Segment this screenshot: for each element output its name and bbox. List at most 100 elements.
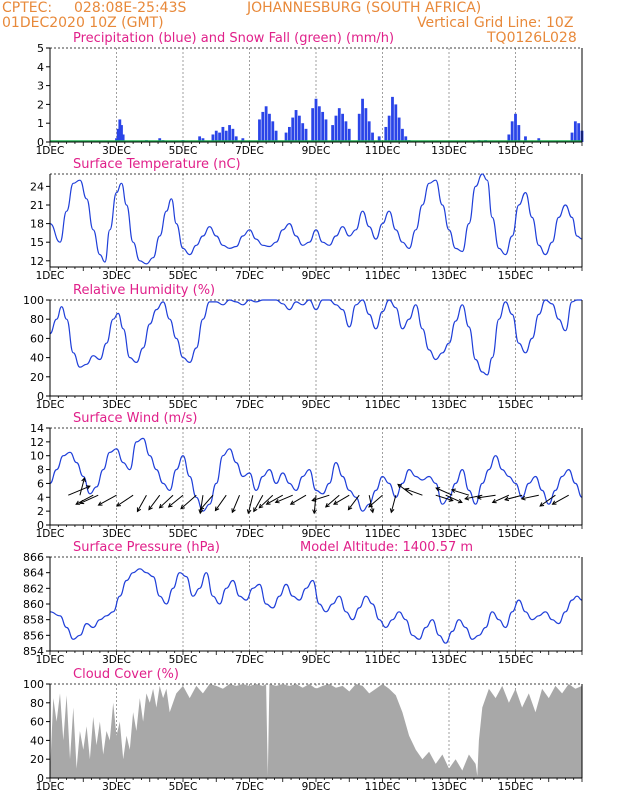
y-tick-label-temperature-1: 15 [30, 236, 44, 249]
precip-bar-15 [224, 130, 228, 142]
panel-title-precip: Precipitation (blue) and Snow Fall (gree… [73, 31, 394, 46]
x-tick-label-pressure-4: 9DEC [302, 654, 331, 666]
x-tick-label-precip-7: 15DEC [498, 145, 533, 157]
x-tick-label-wind-2: 5DEC [169, 528, 198, 540]
x-tick-label-humidity-5: 11DEC [365, 399, 400, 411]
wind-arrow-15 [247, 495, 254, 514]
wind-arrow-head-32 [457, 498, 463, 504]
x-tick-label-temperature-4: 9DEC [302, 270, 331, 282]
precip-bar-37 [324, 119, 328, 142]
header-location: JOHANNESBURG (SOUTH AFRICA) [247, 0, 482, 16]
x-tick-label-precip-4: 9DEC [302, 145, 331, 157]
y-tick-label-wind-2: 4 [37, 491, 44, 504]
wind-arrow-40 [539, 494, 556, 507]
wind-arrow-head-19 [274, 498, 280, 504]
precip-bar-68 [577, 123, 581, 142]
x-tick-label-cloud-0: 1DEC [36, 781, 65, 793]
y-tick-label-pressure-3: 860 [23, 598, 44, 611]
precip-bar-28 [291, 117, 295, 142]
precip-bar-6 [158, 138, 162, 142]
precip-bar-11 [211, 134, 215, 142]
wind-arrow-36 [477, 494, 496, 499]
wind-arrow-head-16 [253, 507, 258, 513]
panel-title-humidity: Relative Humidity (%) [73, 283, 215, 298]
wind-arrow-head-40 [539, 502, 545, 507]
wind-arrow-head-15 [246, 509, 252, 515]
x-tick-label-humidity-7: 15DEC [498, 399, 533, 411]
wind-arrow-33 [435, 487, 453, 496]
precip-bar-20 [258, 119, 261, 142]
wind-arrow-head-14 [231, 508, 236, 514]
wind-arrow-head-13 [214, 506, 220, 512]
model-altitude-label: Model Altitude: 1400.57 m [300, 540, 473, 555]
y-tick-label-temperature-3: 21 [30, 199, 44, 212]
wind-arrow-head-37 [491, 498, 497, 504]
wind-arrow-head-5 [116, 502, 121, 507]
y-tick-label-precip-4: 4 [37, 61, 44, 74]
wind-arrow-head-20 [289, 500, 295, 505]
wind-arrow-22 [312, 494, 330, 502]
x-tick-label-cloud-4: 9DEC [302, 781, 331, 793]
precip-bar-12 [214, 130, 218, 142]
precip-bar-1 [116, 128, 120, 142]
panel-title-wind: Surface Wind (m/s) [73, 411, 197, 426]
x-tick-label-humidity-0: 1DEC [36, 399, 65, 411]
wind-arrow-25 [348, 494, 360, 510]
x-tick-label-precip-6: 13DEC [431, 145, 466, 157]
y-tick-label-cloud-0: 0 [37, 772, 44, 785]
panel-title-pressure: Surface Pressure (hPa) [73, 540, 220, 555]
precip-bar-32 [304, 128, 308, 142]
header-run: 01DEC2020 10Z (GMT) [2, 15, 164, 31]
x-tick-label-temperature-2: 5DEC [169, 270, 198, 282]
y-tick-label-temperature-4: 24 [30, 180, 44, 193]
header-coords: 028:08E-25:43S [74, 0, 187, 16]
x-tick-label-temperature-5: 11DEC [365, 270, 400, 282]
precip-bar-0 [115, 138, 118, 142]
wind-arrow-14 [231, 495, 240, 513]
x-tick-label-precip-2: 5DEC [169, 145, 198, 157]
wind-arrow-0 [68, 485, 91, 496]
wind-arrow-38 [504, 494, 523, 501]
header-grid-note: Vertical Grid Line: 10Z [417, 15, 574, 31]
precip-bar-9 [198, 136, 202, 142]
precip-bar-23 [268, 113, 271, 142]
y-tick-label-pressure-5: 864 [23, 567, 44, 580]
wind-arrow-12 [199, 494, 214, 510]
y-tick-label-humidity-2: 40 [30, 352, 44, 365]
wind-arrow-29 [397, 484, 413, 496]
y-tick-label-cloud-5: 100 [23, 678, 44, 691]
wind-arrow-head-28 [389, 508, 395, 514]
y-tick-label-wind-6: 12 [30, 436, 44, 449]
x-tick-label-cloud-1: 3DEC [102, 781, 131, 793]
wind-arrow-head-18 [265, 500, 271, 505]
precip-bar-33 [311, 108, 315, 142]
panel-title-cloud: Cloud Cover (%) [73, 667, 179, 682]
wind-arrow-head-21 [312, 509, 317, 515]
wind-arrow-2 [75, 494, 94, 505]
x-tick-label-precip-3: 7DEC [235, 145, 264, 157]
precip-bar-29 [294, 110, 298, 142]
x-tick-label-precip-0: 1DEC [36, 145, 65, 157]
temperature-series-line [49, 173, 583, 265]
x-tick-label-temperature-3: 7DEC [235, 270, 264, 282]
precip-bar-51 [387, 115, 391, 142]
wind-arrow-16 [253, 494, 264, 512]
y-tick-label-precip-2: 2 [37, 98, 44, 111]
x-tick-label-cloud-6: 13DEC [431, 781, 466, 793]
wind-arrow-head-26 [369, 508, 375, 514]
y-tick-label-humidity-3: 60 [30, 332, 44, 345]
x-tick-label-pressure-6: 13DEC [431, 654, 466, 666]
wind-arrow-31 [435, 494, 453, 502]
precip-bar-47 [367, 121, 371, 142]
wind-arrow-head-9 [167, 503, 173, 508]
wind-arrow-head-35 [464, 495, 470, 501]
x-tick-label-temperature-1: 3DEC [102, 270, 131, 282]
wind-arrow-9 [168, 494, 184, 508]
y-tick-label-cloud-4: 80 [30, 697, 44, 710]
wind-arrow-head-23 [324, 502, 330, 508]
wind-arrow-8 [159, 494, 174, 509]
wind-arrow-34 [451, 489, 470, 496]
x-tick-label-wind-3: 7DEC [235, 528, 264, 540]
precip-bar-46 [364, 108, 368, 142]
y-tick-label-wind-5: 10 [30, 450, 44, 463]
